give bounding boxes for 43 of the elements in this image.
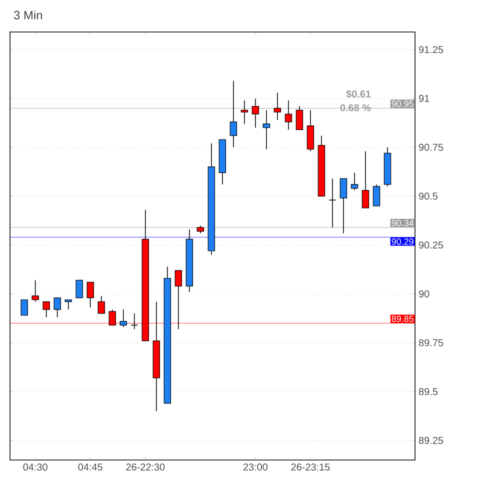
candlestick (274, 92, 282, 120)
x-tick-label: 23:00 (243, 464, 268, 471)
ref-line-label: 90.95 (392, 100, 414, 108)
candlestick (120, 309, 127, 328)
chart-title: 3 Min (14, 10, 42, 20)
candlestick (20, 299, 28, 316)
x-tick-label: 04:30 (23, 464, 48, 471)
y-tick-label: 90.5 (418, 192, 438, 200)
candlestick (130, 313, 138, 330)
candlestick (240, 100, 248, 124)
candlestick (350, 172, 358, 191)
candlestick (98, 295, 105, 314)
candlestick (372, 184, 380, 206)
x-tick-label: 26-22:30 (126, 464, 165, 471)
candlestick (32, 280, 39, 302)
candlestick (86, 282, 94, 308)
y-tick-label: 89.5 (418, 388, 438, 396)
candlestick (262, 110, 270, 150)
ref-line-label: 90.29 (392, 238, 414, 245)
ref-line-label: 90.34 (392, 220, 414, 226)
y-tick-label: 89.25 (418, 436, 444, 444)
candlestick (306, 110, 314, 152)
y-tick-label: 91.25 (418, 46, 444, 54)
candlestick (76, 280, 83, 298)
candlestick (362, 150, 370, 208)
y-tick-label: 89.75 (418, 339, 444, 346)
y-tick-label: 91 (418, 94, 430, 102)
x-tick-label: 26-23:15 (291, 464, 330, 471)
x-tick-label: 04:45 (78, 464, 102, 471)
candlestick (340, 178, 348, 234)
y-tick-label: 90.75 (418, 144, 444, 151)
candlestick (284, 100, 292, 130)
candlestick (252, 98, 260, 128)
y-tick-label: 90.25 (418, 242, 444, 249)
candlestick (328, 178, 336, 228)
y-tick-label: 90 (418, 290, 430, 298)
candlestick (296, 106, 304, 130)
annotation: $0.61 (346, 90, 371, 98)
candlestick (230, 80, 238, 148)
candlestick (42, 301, 50, 318)
ref-line-label: 89.85 (392, 316, 414, 322)
candlestick (54, 297, 61, 318)
candlestick (64, 299, 72, 310)
